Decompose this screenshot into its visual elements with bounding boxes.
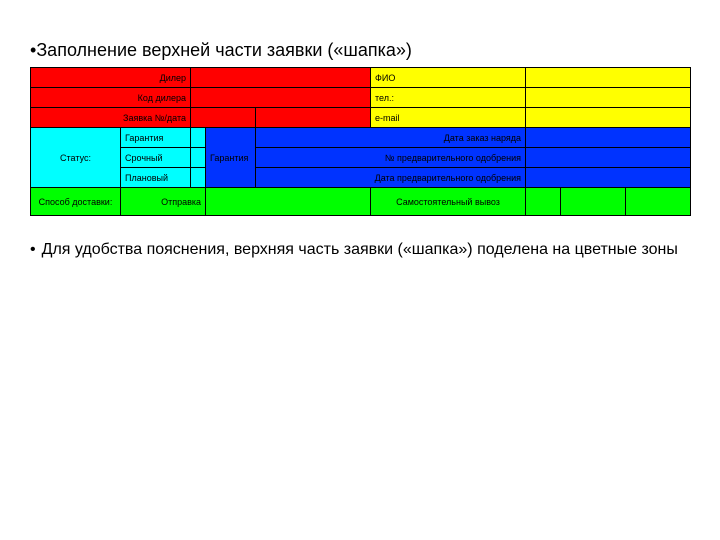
- label-sending: Отправка: [121, 188, 206, 216]
- form-header-table: Дилер ФИО Код дилера тел.: Заявка №/дата…: [30, 67, 691, 216]
- field-fio: [526, 68, 691, 88]
- field-order-date: [526, 128, 691, 148]
- label-dealer-code: Код дилера: [31, 88, 191, 108]
- field-tel: [526, 88, 691, 108]
- page-title: Заполнение верхней части заявки («шапка»…: [36, 40, 412, 60]
- label-dealer: Дилер: [31, 68, 191, 88]
- label-delivery: Способ доставки:: [31, 188, 121, 216]
- label-preapproval-date: Дата предварительного одобрения: [256, 168, 526, 188]
- label-preapproval-no: № предварительного одобрения: [256, 148, 526, 168]
- field-email: [526, 108, 691, 128]
- green-spare-2: [626, 188, 691, 216]
- chk-sending[interactable]: [206, 188, 371, 216]
- label-request-no: Заявка №/дата: [31, 108, 191, 128]
- chk-pickup[interactable]: [526, 188, 561, 216]
- chk-warranty[interactable]: [191, 128, 206, 148]
- field-dealer-code: [191, 88, 371, 108]
- body-paragraph: •Для удобства пояснения, верхняя часть з…: [30, 240, 690, 261]
- label-warranty: Гарантия: [121, 128, 191, 148]
- label-urgent: Срочный: [121, 148, 191, 168]
- label-fio: ФИО: [371, 68, 526, 88]
- title-row: •Заполнение верхней части заявки («шапка…: [30, 40, 690, 61]
- field-request-no: [191, 108, 256, 128]
- label-pickup: Самостоятельный вывоз: [371, 188, 526, 216]
- green-spare-1: [561, 188, 626, 216]
- field-preapproval-date: [526, 168, 691, 188]
- label-status: Статус:: [31, 128, 121, 188]
- field-dealer: [191, 68, 371, 88]
- label-email: e-mail: [371, 108, 526, 128]
- body-text: Для удобства пояснения, верхняя часть за…: [42, 241, 678, 258]
- label-tel: тел.:: [371, 88, 526, 108]
- label-planned: Плановый: [121, 168, 191, 188]
- chk-planned[interactable]: [191, 168, 206, 188]
- chk-urgent[interactable]: [191, 148, 206, 168]
- label-warranty2: Гарантия: [206, 128, 256, 188]
- label-order-date: Дата заказ наряда: [256, 128, 526, 148]
- field-request-date: [256, 108, 371, 128]
- field-preapproval-no: [526, 148, 691, 168]
